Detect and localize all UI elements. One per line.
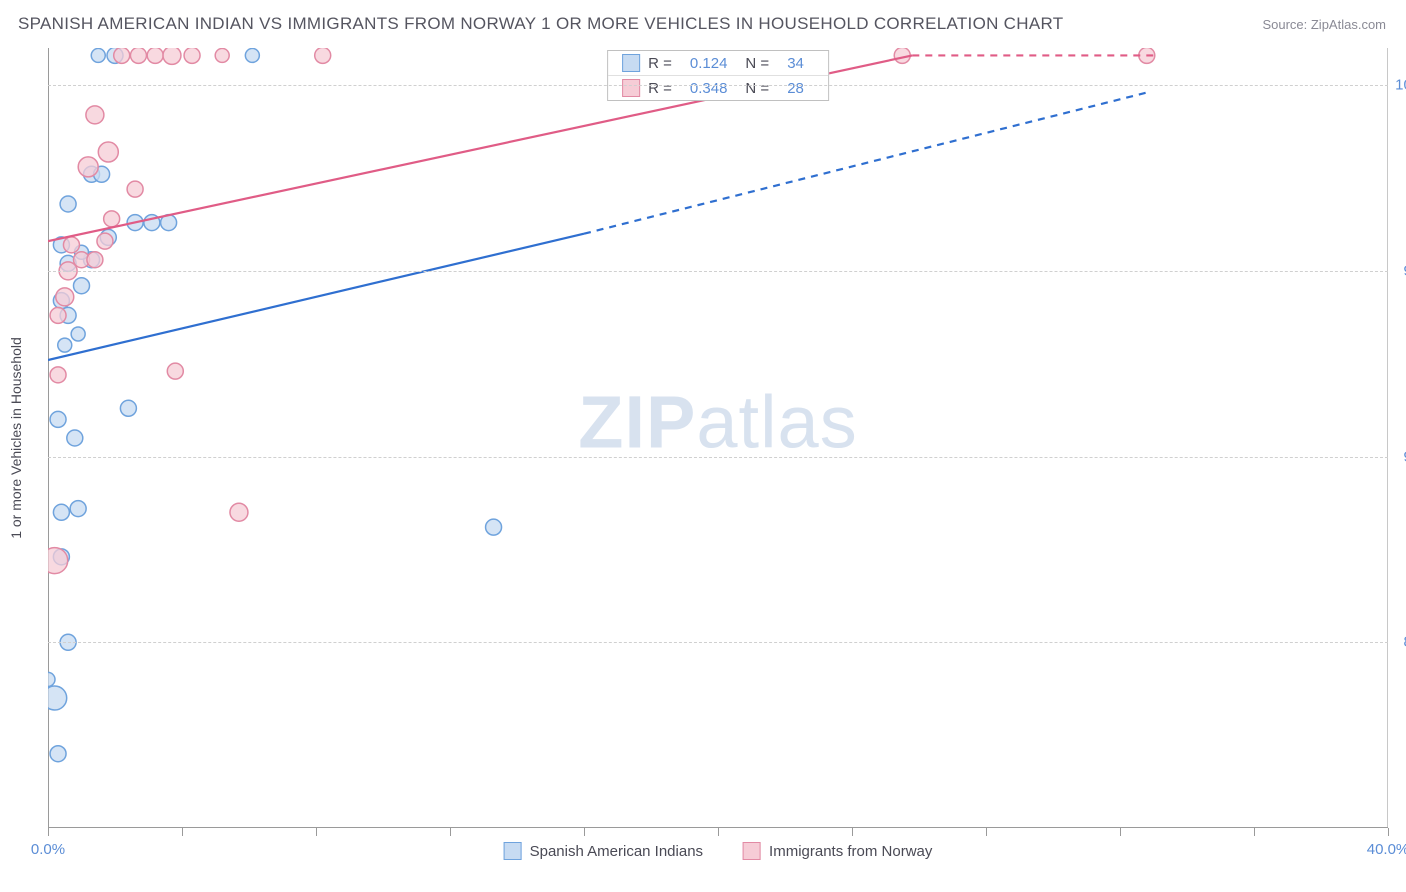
x-tick-mark: [1120, 828, 1121, 836]
data-point: [78, 157, 98, 177]
legend-r-value: 0.348: [690, 80, 728, 97]
data-point: [50, 411, 66, 427]
legend-swatch: [504, 842, 522, 860]
scatter-plot: [48, 48, 1388, 828]
grid-line: [48, 642, 1388, 643]
data-point: [184, 48, 200, 63]
data-point: [130, 48, 146, 63]
legend-r-label: R =: [648, 55, 672, 72]
x-tick-mark: [48, 828, 49, 836]
data-point: [87, 252, 103, 268]
data-point: [56, 288, 74, 306]
chart-area: 1 or more Vehicles in Household ZIPatlas…: [48, 48, 1388, 828]
legend-n-value: 28: [787, 80, 804, 97]
legend-label: Immigrants from Norway: [769, 843, 932, 860]
x-tick-mark: [852, 828, 853, 836]
correlation-legend: R = 0.124 N = 34 R = 0.348 N = 28: [607, 50, 829, 101]
data-point: [147, 48, 163, 63]
legend-row: R = 0.348 N = 28: [608, 75, 828, 100]
data-point: [114, 48, 130, 63]
x-tick-mark: [316, 828, 317, 836]
data-point: [67, 430, 83, 446]
data-point: [97, 233, 113, 249]
grid-line: [48, 271, 1388, 272]
data-point: [48, 686, 67, 710]
data-point: [167, 363, 183, 379]
x-tick-mark: [450, 828, 451, 836]
data-point: [104, 211, 120, 227]
legend-swatch: [622, 54, 640, 72]
trend-line-extrapolated: [584, 93, 1147, 234]
legend-n-label: N =: [745, 55, 769, 72]
data-point: [74, 278, 90, 294]
data-point: [245, 48, 259, 62]
legend-r-label: R =: [648, 80, 672, 97]
legend-label: Spanish American Indians: [530, 843, 703, 860]
bottom-legend: Spanish American Indians Immigrants from…: [504, 842, 933, 860]
x-tick-mark: [1254, 828, 1255, 836]
bottom-legend-item: Spanish American Indians: [504, 842, 703, 860]
x-tick-mark: [986, 828, 987, 836]
data-point: [71, 327, 85, 341]
data-point: [60, 196, 76, 212]
x-tick-mark: [1388, 828, 1389, 836]
legend-n-label: N =: [745, 80, 769, 97]
chart-title: SPANISH AMERICAN INDIAN VS IMMIGRANTS FR…: [18, 14, 1063, 34]
legend-r-value: 0.124: [690, 55, 728, 72]
data-point: [230, 503, 248, 521]
data-point: [86, 106, 104, 124]
legend-swatch: [622, 79, 640, 97]
x-tick-mark: [182, 828, 183, 836]
x-tick-mark: [718, 828, 719, 836]
data-point: [91, 48, 105, 62]
x-tick-label: 40.0%: [1367, 841, 1406, 858]
data-point: [63, 237, 79, 253]
data-point: [215, 48, 229, 62]
data-point: [163, 48, 181, 64]
source-label: Source: ZipAtlas.com: [1262, 17, 1386, 32]
x-tick-label: 0.0%: [31, 841, 65, 858]
legend-swatch: [743, 842, 761, 860]
data-point: [48, 548, 68, 574]
data-point: [58, 338, 72, 352]
legend-row: R = 0.124 N = 34: [608, 51, 828, 75]
trend-line: [48, 234, 584, 360]
data-point: [70, 501, 86, 517]
grid-line: [48, 85, 1388, 86]
y-tick-label: 100.0%: [1395, 77, 1406, 94]
data-point: [50, 746, 66, 762]
data-point: [127, 181, 143, 197]
data-point: [486, 519, 502, 535]
data-point: [53, 504, 69, 520]
bottom-legend-item: Immigrants from Norway: [743, 842, 932, 860]
data-point: [98, 142, 118, 162]
grid-line: [48, 457, 1388, 458]
data-point: [50, 367, 66, 383]
data-point: [120, 400, 136, 416]
x-tick-mark: [584, 828, 585, 836]
data-point: [315, 48, 331, 63]
y-axis-label: 1 or more Vehicles in Household: [8, 337, 24, 539]
data-point: [48, 672, 55, 686]
legend-n-value: 34: [787, 55, 804, 72]
data-point: [50, 307, 66, 323]
